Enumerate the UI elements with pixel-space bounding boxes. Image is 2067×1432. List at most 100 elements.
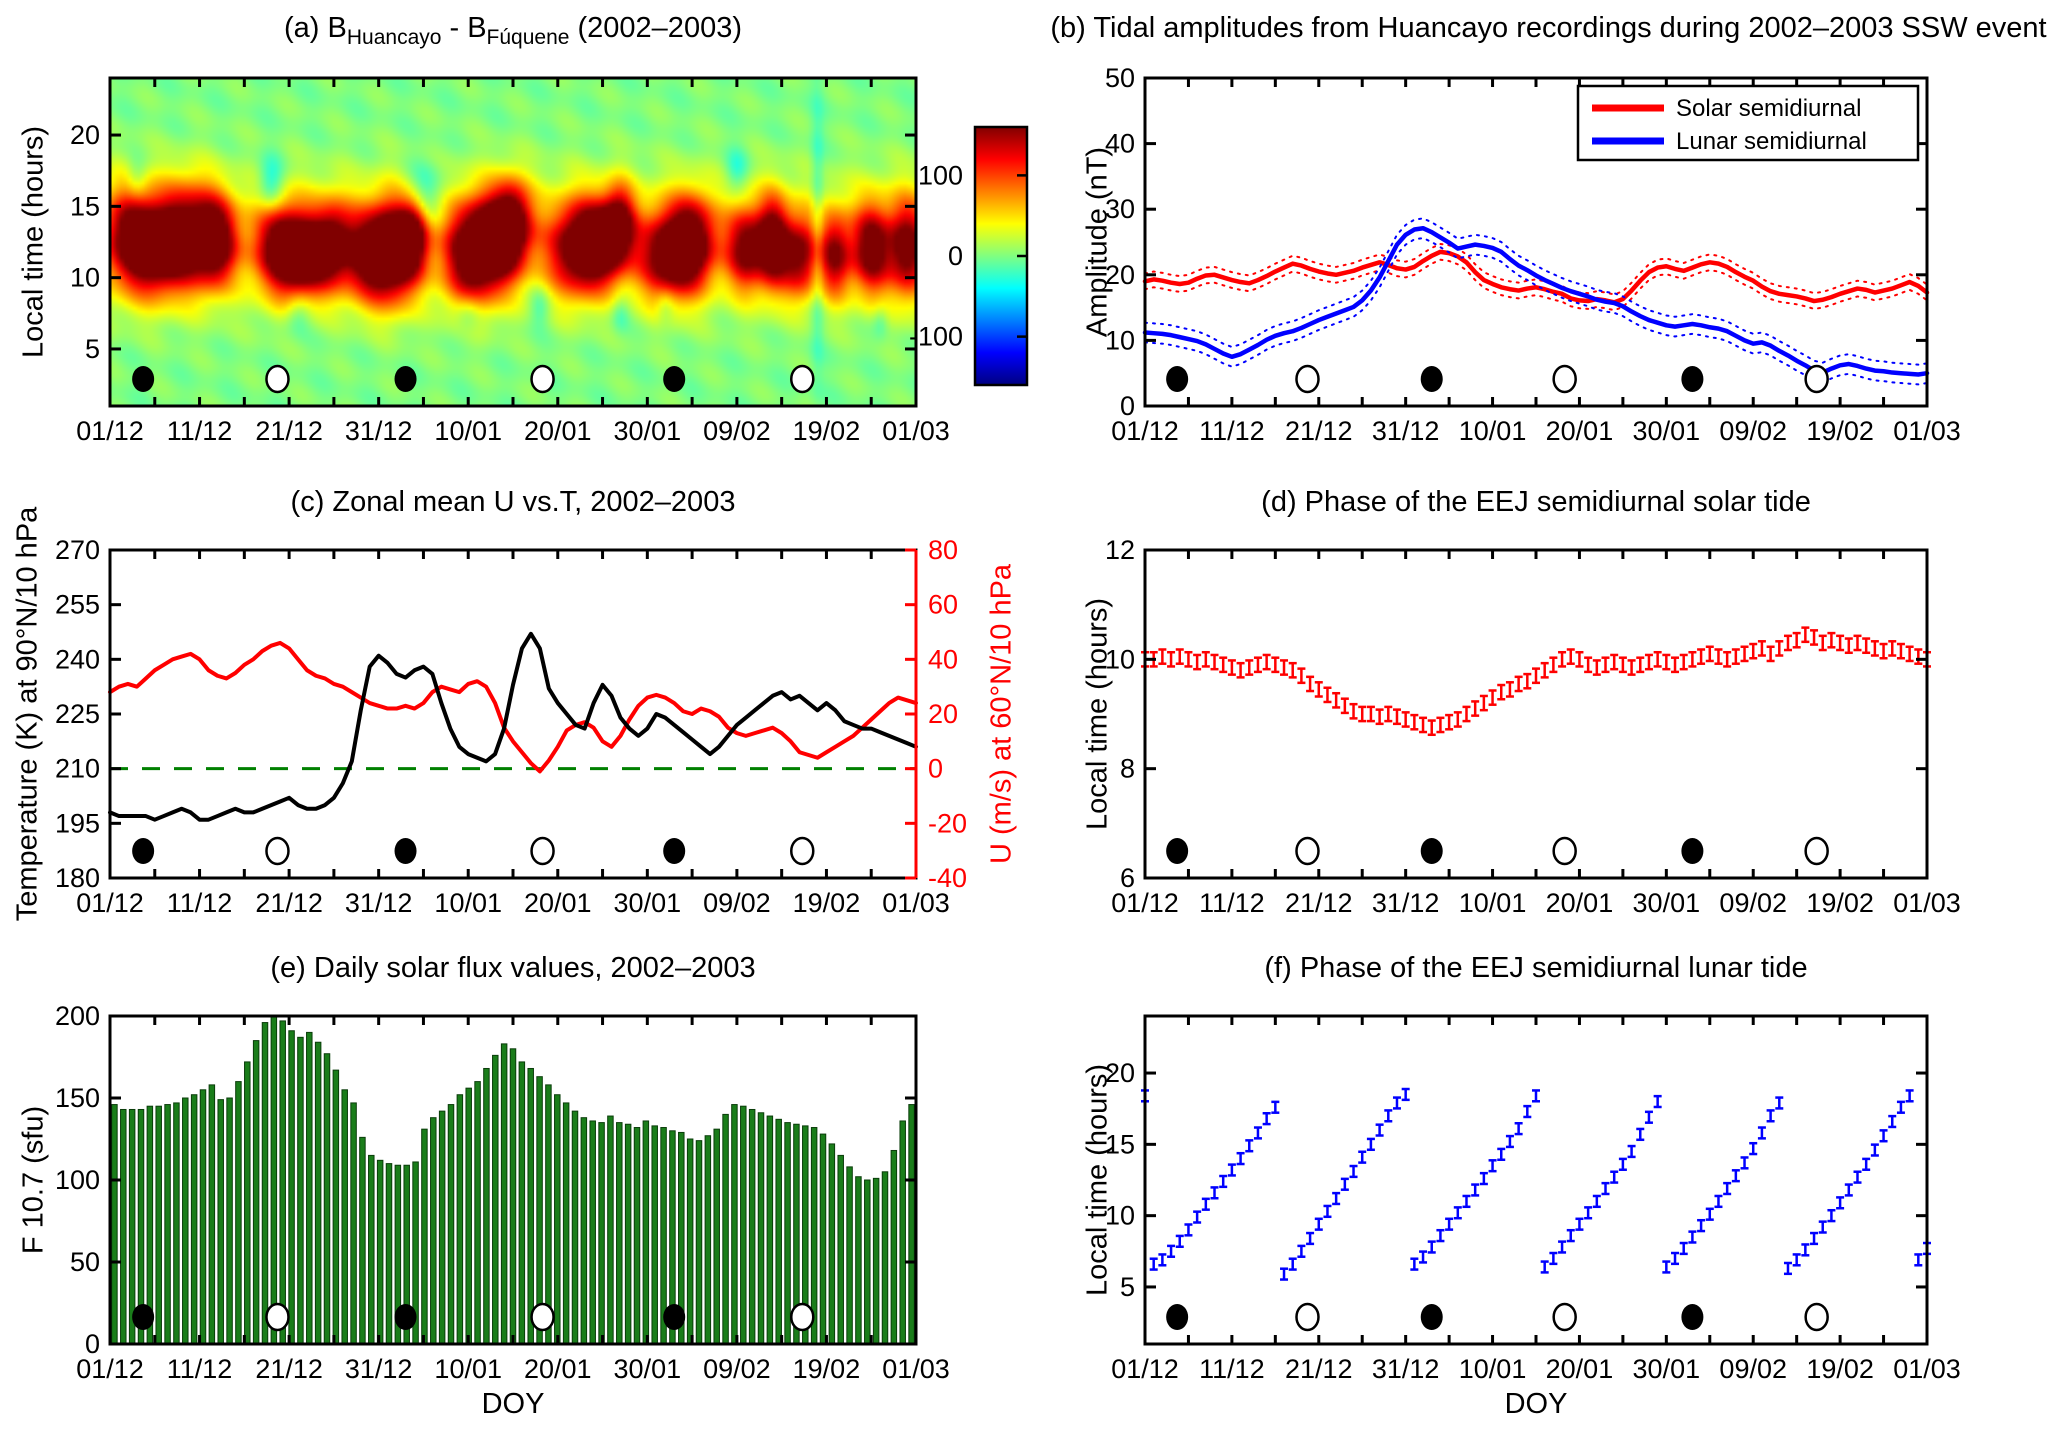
flux-bar — [704, 1135, 712, 1345]
y-tick-label: 20 — [1105, 260, 1135, 290]
new-moon-marker — [1681, 1304, 1704, 1330]
flux-bar — [279, 1020, 286, 1345]
flux-bar — [261, 1022, 269, 1345]
x-tick-label: 09/02 — [1719, 416, 1787, 446]
flux-bar — [128, 1108, 136, 1345]
flux-bar — [332, 1069, 340, 1345]
flux-bar — [881, 1171, 889, 1345]
y-tick-label: 8 — [1120, 754, 1135, 784]
flux-bar — [589, 1120, 596, 1345]
full-moon-marker — [1804, 836, 1829, 866]
y-tick-label: 50 — [70, 1247, 100, 1277]
x-tick-label: 01/03 — [1893, 416, 1961, 446]
x-tick-label: 01/03 — [1893, 888, 1961, 918]
y-tick-label: 12 — [1105, 535, 1135, 565]
flux-bar — [509, 1048, 517, 1345]
y-tick-label: 40 — [1105, 129, 1135, 159]
flux-bar — [297, 1036, 304, 1345]
new-moon-marker — [132, 366, 155, 392]
flux-bar — [686, 1138, 694, 1345]
y-tick-label: 255 — [55, 590, 100, 620]
right-y-tick-label: 40 — [928, 644, 958, 674]
flux-bar — [350, 1102, 357, 1345]
x-tick-label: 30/01 — [614, 416, 682, 446]
x-tick-label: 19/02 — [793, 1354, 861, 1384]
flux-bar — [385, 1163, 393, 1345]
flux-bar — [757, 1112, 765, 1345]
x-tick-label: 01/12 — [1111, 888, 1179, 918]
flux-bar — [642, 1120, 650, 1345]
flux-bar — [456, 1094, 464, 1345]
x-tick-label: 30/01 — [1633, 888, 1701, 918]
colorbar-tick-label: -100 — [909, 322, 963, 352]
flux-bar — [483, 1067, 490, 1345]
x-tick-label: 09/02 — [703, 416, 771, 446]
x-tick-label: 10/01 — [1459, 416, 1527, 446]
flux-bar — [217, 1099, 224, 1345]
flux-bar — [111, 1104, 118, 1345]
y-tick-label: 180 — [55, 863, 100, 893]
full-moon-marker — [1295, 1302, 1320, 1332]
data-line — [1144, 217, 1928, 366]
data-line — [1142, 225, 1930, 377]
panel-b-ylabel: Amplitude (nT) — [1081, 146, 1114, 338]
panel-a-ylabel: Local time (hours) — [17, 125, 50, 359]
new-moon-marker — [1166, 366, 1189, 392]
y-tick-label: 150 — [55, 1083, 100, 1113]
flux-bar — [465, 1087, 472, 1345]
x-tick-label: 20/01 — [524, 1354, 592, 1384]
y-tick-label: 195 — [55, 808, 100, 838]
x-tick-label: 01/12 — [76, 1354, 144, 1384]
full-moon-marker — [530, 1302, 555, 1332]
flux-bar — [571, 1110, 579, 1345]
right-y-tick-label: 20 — [928, 699, 958, 729]
x-tick-label: 21/12 — [1285, 416, 1353, 446]
x-tick-label: 19/02 — [1806, 888, 1874, 918]
flux-bar — [199, 1089, 207, 1345]
panel-c-left-ylabel: Temperature (K) at 90°N/10 hPa — [11, 506, 44, 922]
flux-bar — [368, 1154, 375, 1345]
y-tick-label: 100 — [55, 1165, 100, 1195]
x-tick-label: 19/02 — [1806, 416, 1874, 446]
panel-e-ylabel: F 10.7 (sfu) — [17, 1105, 50, 1255]
y-tick-label: 210 — [55, 754, 100, 784]
panel-f: 01/12 11/12 21/12 31/12 10/01 20/01 30/01 09/02… — [1105, 1014, 1961, 1384]
x-tick-label: 10/01 — [1459, 1354, 1527, 1384]
x-tick-label: 09/02 — [1719, 1354, 1787, 1384]
y-tick-label: 10 — [1105, 1201, 1135, 1231]
axes-frame — [1143, 1014, 1929, 1346]
new-moon-marker — [1681, 838, 1704, 864]
panel-a-title: (a) BHuancayo - BFúquene (2002–2003) — [284, 12, 742, 49]
right-y-tick-label: -20 — [928, 808, 967, 838]
flux-bar — [731, 1104, 738, 1345]
axes-frame — [108, 76, 918, 408]
panel-a: 01/12 11/12 21/12 31/12 10/01 20/01 30/01 09/02… — [70, 76, 950, 446]
flux-bar — [500, 1043, 508, 1345]
x-tick-label: 31/12 — [345, 416, 413, 446]
x-tick-label: 09/02 — [703, 1354, 771, 1384]
y-tick-label: 10 — [1105, 644, 1135, 674]
y-tick-label: 50 — [1105, 63, 1135, 93]
flux-bar — [819, 1133, 827, 1345]
data-line — [1144, 242, 1928, 296]
panel-b: 01/12 11/12 21/12 31/12 10/01 20/01 30/01 09/02… — [1105, 63, 1961, 446]
x-tick-label: 19/02 — [1806, 1354, 1874, 1384]
x-tick-label: 21/12 — [255, 888, 323, 918]
x-tick-label: 19/02 — [793, 416, 861, 446]
y-tick-label: 5 — [85, 334, 100, 364]
x-tick-label: 20/01 — [1546, 416, 1614, 446]
data-line — [108, 631, 918, 822]
flux-bar — [713, 1128, 720, 1345]
flux-bar — [173, 1102, 180, 1345]
full-moon-marker — [790, 1302, 815, 1332]
new-moon-marker — [394, 1304, 417, 1330]
x-tick-label: 20/01 — [1546, 1354, 1614, 1384]
x-tick-label: 31/12 — [1372, 888, 1440, 918]
legend-label: Solar semidiurnal — [1676, 95, 1861, 122]
flux-bar — [447, 1104, 455, 1345]
flux-bar — [244, 1061, 251, 1345]
flux-bar — [598, 1122, 605, 1345]
x-tick-label: 20/01 — [524, 416, 592, 446]
flux-bar — [837, 1154, 844, 1345]
